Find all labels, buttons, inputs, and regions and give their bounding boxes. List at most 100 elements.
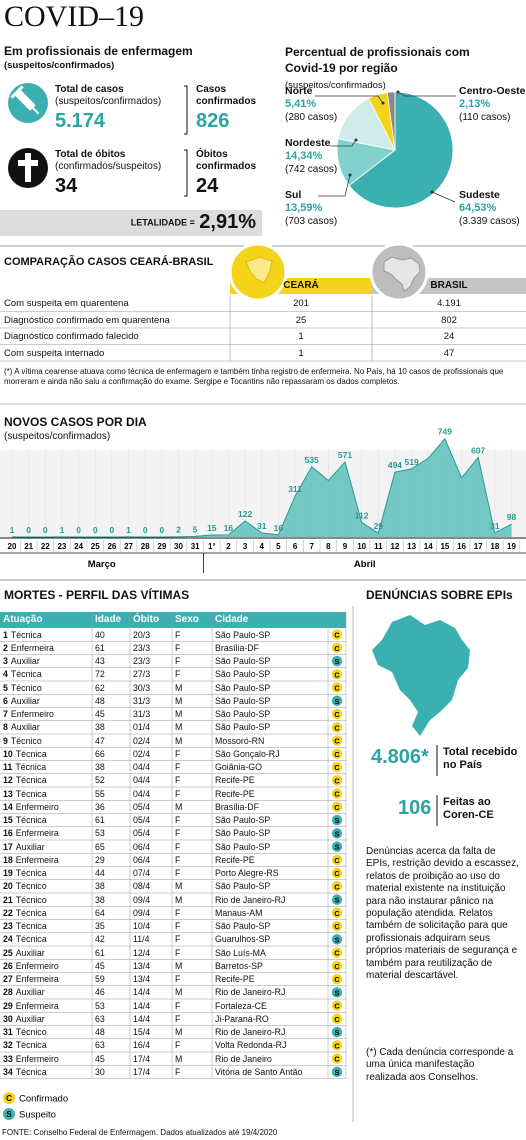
status-badge [331, 748, 343, 760]
status-badge [331, 655, 343, 667]
role: Enfermeiro [15, 960, 59, 971]
data-label: 5 [193, 524, 198, 534]
cell: M [175, 1027, 183, 1037]
stat-value: 826 [196, 110, 230, 132]
x-tick-label: 16 [457, 542, 466, 551]
cell: 55 [95, 788, 105, 799]
data-label: 0 [43, 525, 48, 535]
cell: 7 Enfermeiro [3, 709, 54, 719]
x-tick-label: 2 [226, 542, 231, 551]
cell: F [175, 1040, 181, 1051]
status-label: C [334, 1015, 340, 1024]
legend-key: C [6, 1094, 12, 1103]
cell: São Paulo-SP [215, 709, 271, 719]
row-number: 15 [3, 815, 13, 825]
cell: 53 [95, 828, 105, 839]
pie-subtitle: (suspeitos/confirmados) [285, 80, 386, 91]
cell: Manaus-AM [215, 907, 263, 918]
status-label: S [334, 896, 339, 905]
cell: 1 [298, 347, 304, 359]
stat-label: Total de casos [55, 84, 124, 95]
pie-label-cases: (703 casos) [285, 216, 338, 227]
cell: 21 Técnico [3, 895, 47, 905]
row-number: 32 [3, 1040, 13, 1051]
section-note: (suspeitos/confirmados) [4, 60, 115, 71]
status-label: S [334, 935, 339, 944]
x-tick-label: 18 [490, 542, 499, 551]
cell: Brasília-DF [215, 642, 259, 653]
row-number: 31 [3, 1027, 13, 1037]
cell: 06/4 [133, 841, 151, 852]
status-label: S [334, 829, 339, 838]
x-tick-label: 12 [390, 542, 399, 551]
table-header: Sexo [175, 614, 199, 625]
source: FONTE: Conselho Federal de Enfermagem. D… [2, 1128, 278, 1137]
x-tick-label: 30 [174, 542, 183, 551]
leader-dot [396, 90, 400, 94]
status-label: C [334, 710, 340, 719]
cell: F [175, 775, 181, 786]
cell: São Paulo-SP [215, 722, 271, 733]
cell: São Gonçalo-RJ [215, 748, 280, 759]
cell: 61 [95, 642, 105, 653]
deaths-title: MORTES - PERFIL DAS VÍTIMAS [4, 588, 190, 602]
cell: 28 Auxiliar [3, 987, 45, 997]
cell: 46 [95, 987, 105, 998]
status-badge [331, 775, 343, 786]
role: Auxiliar [15, 841, 45, 852]
x-tick-label: 15 [440, 542, 449, 551]
cell: 11/4 [133, 934, 150, 945]
row-number: 13 [3, 788, 13, 799]
status-label: C [334, 631, 340, 640]
cell: 04/4 [133, 775, 151, 786]
x-tick-label: 7 [309, 542, 314, 551]
pie-label-value: 14,34% [285, 150, 323, 162]
role: Enfermeira [10, 642, 54, 653]
table-header: Atuação [3, 614, 43, 625]
role: Técnica [15, 1066, 47, 1077]
leader-dot [430, 190, 434, 194]
role: Auxiliar [15, 1013, 45, 1024]
epi-text: Denúncias acerca da falta de EPIs, restr… [366, 846, 519, 982]
x-tick-label: 27 [124, 542, 133, 551]
cell: 24 [443, 331, 455, 342]
x-tick-label: 17 [474, 542, 483, 551]
role: Técnica [15, 775, 47, 786]
cell: 47 [95, 735, 105, 746]
pie-slice [348, 91, 454, 209]
data-label: 311 [288, 484, 302, 494]
cell: 42 [95, 934, 105, 945]
cell: 15 Técnica [3, 815, 47, 825]
cell: F [175, 868, 181, 878]
leader-line [330, 139, 357, 147]
role: Enfermeira [15, 828, 59, 839]
data-label: 112 [355, 510, 369, 520]
cell: 52 [95, 775, 105, 786]
status-badge [331, 867, 343, 879]
cell: 63 [95, 1040, 105, 1051]
row-label: Com suspeita em quarentena [4, 298, 129, 309]
legend-key: S [6, 1110, 12, 1119]
status-label: S [334, 1068, 339, 1077]
row-number: 25 [3, 947, 13, 958]
cell: Recife-PE [215, 788, 255, 799]
cell: 201 [293, 298, 309, 309]
data-label: 1 [60, 525, 65, 535]
month-label: Abril [354, 559, 376, 570]
status-badge [331, 801, 343, 813]
data-label: 494 [388, 460, 402, 470]
cell: 36 [95, 801, 105, 812]
role: Auxiliar [15, 947, 45, 958]
status-label: C [334, 790, 340, 799]
cell: 2 Enfermeira [3, 643, 54, 653]
cell: 6 Auxiliar [3, 696, 40, 706]
data-label: 31 [257, 521, 267, 531]
role: Auxiliar [15, 987, 45, 998]
cell: F [175, 629, 181, 640]
stat-value: 5.174 [55, 110, 106, 132]
month-label: Março [88, 559, 116, 570]
cross-shape [18, 153, 38, 182]
status-badge [331, 1000, 343, 1011]
cell: 14/4 [133, 1013, 151, 1024]
cell: São Paulo-SP [215, 656, 271, 666]
